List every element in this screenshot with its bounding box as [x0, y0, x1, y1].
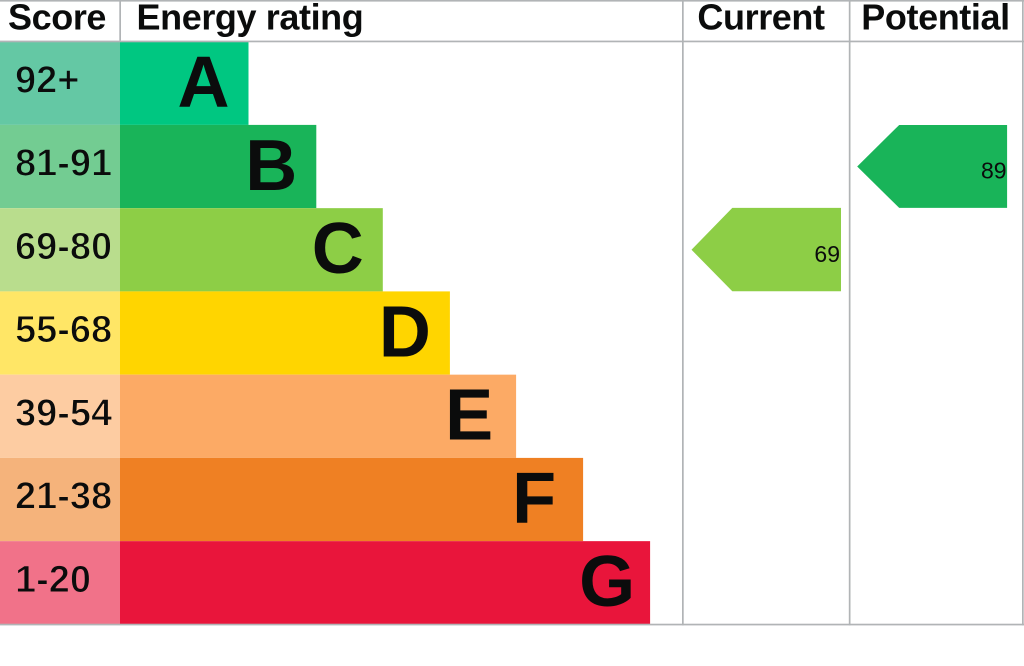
svg-text:69-80: 69-80 — [15, 226, 112, 268]
svg-text:G: G — [579, 542, 635, 622]
svg-text:21-38: 21-38 — [15, 476, 112, 518]
svg-text:Score: Score — [8, 0, 106, 38]
svg-text:1-20: 1-20 — [15, 559, 91, 601]
svg-text:Potential: Potential — [861, 0, 1009, 38]
svg-text:69: 69 — [814, 241, 840, 267]
svg-text:Current: Current — [697, 0, 825, 38]
svg-text:92+: 92+ — [15, 59, 79, 101]
svg-text:89: 89 — [981, 157, 1007, 183]
svg-text:39-54: 39-54 — [15, 392, 112, 434]
svg-text:E: E — [445, 376, 493, 456]
svg-text:B: B — [245, 126, 297, 206]
svg-text:D: D — [379, 292, 431, 372]
svg-text:81-91: 81-91 — [15, 143, 112, 185]
svg-text:Energy rating: Energy rating — [137, 0, 364, 38]
svg-text:55-68: 55-68 — [15, 309, 112, 351]
svg-text:C: C — [312, 209, 364, 289]
svg-text:A: A — [178, 43, 230, 123]
svg-text:F: F — [512, 459, 556, 539]
